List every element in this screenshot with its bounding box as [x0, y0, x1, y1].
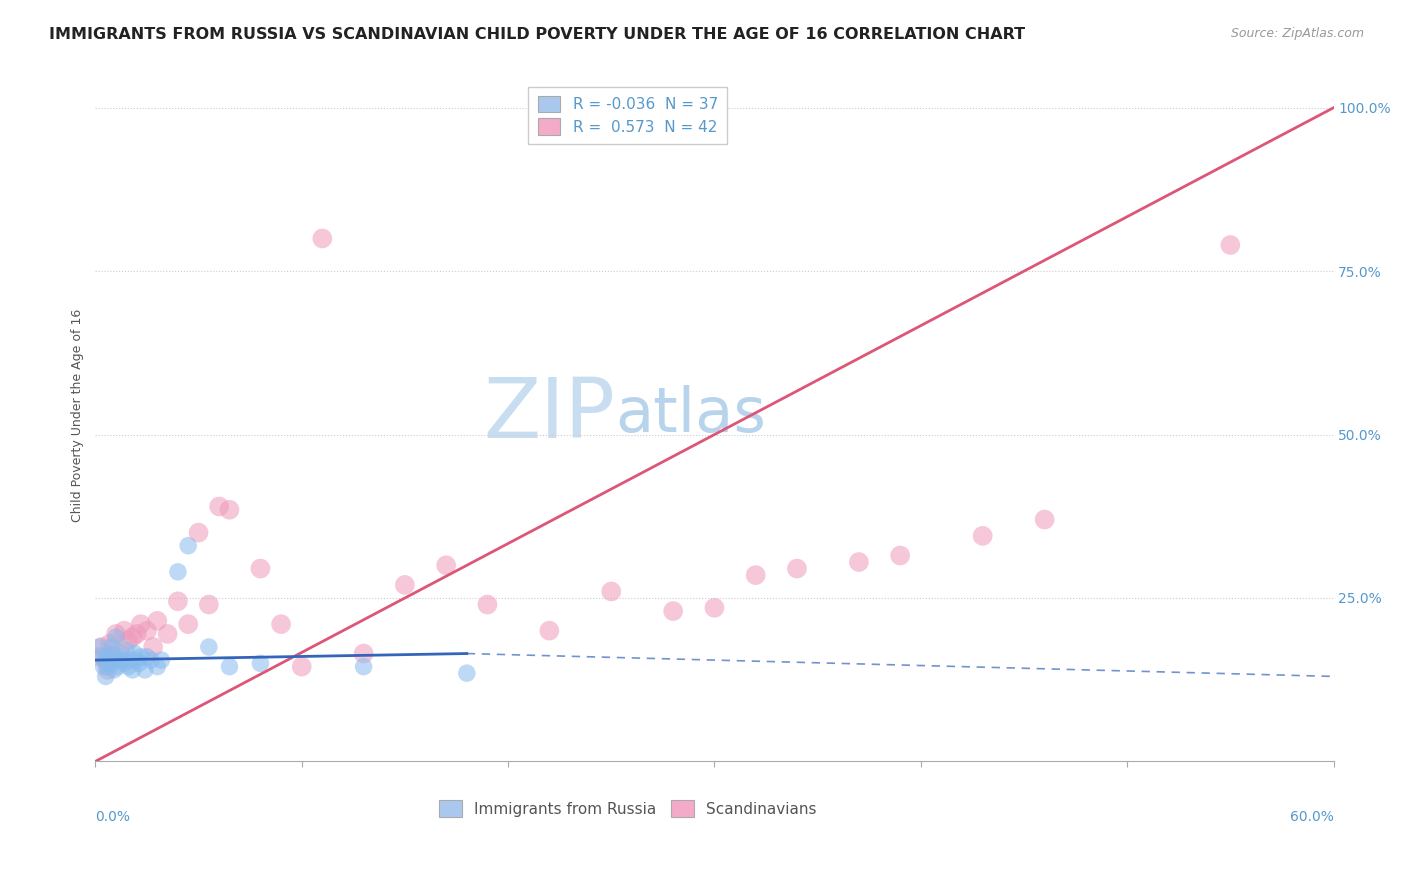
Point	[125, 627, 148, 641]
Point	[150, 653, 173, 667]
Point	[198, 598, 221, 612]
Point	[167, 594, 190, 608]
Point	[167, 565, 190, 579]
Point	[146, 659, 169, 673]
Point	[101, 649, 124, 664]
Point	[94, 653, 117, 667]
Point	[89, 649, 111, 664]
Point	[97, 663, 120, 677]
Point	[198, 640, 221, 654]
Point	[117, 633, 139, 648]
Point	[848, 555, 870, 569]
Point	[101, 640, 124, 654]
Point	[456, 666, 478, 681]
Text: Source: ZipAtlas.com: Source: ZipAtlas.com	[1230, 27, 1364, 40]
Point	[129, 649, 152, 664]
Point	[125, 653, 148, 667]
Point	[353, 647, 375, 661]
Point	[90, 640, 112, 654]
Text: 60.0%: 60.0%	[1289, 810, 1333, 824]
Point	[94, 653, 117, 667]
Point	[90, 649, 112, 664]
Point	[129, 617, 152, 632]
Point	[889, 549, 911, 563]
Point	[139, 653, 162, 667]
Text: atlas: atlas	[616, 385, 766, 445]
Point	[187, 525, 209, 540]
Point	[108, 647, 131, 661]
Point	[156, 627, 179, 641]
Point	[104, 653, 127, 667]
Point	[89, 640, 111, 654]
Point	[124, 647, 146, 661]
Point	[218, 502, 240, 516]
Point	[434, 558, 457, 573]
Point	[104, 627, 127, 641]
Point	[112, 624, 135, 638]
Point	[311, 231, 333, 245]
Point	[353, 659, 375, 673]
Point	[142, 640, 165, 654]
Point	[112, 657, 135, 671]
Point	[786, 561, 808, 575]
Point	[703, 600, 725, 615]
Text: ZIP: ZIP	[484, 375, 616, 456]
Legend: Immigrants from Russia, Scandinavians: Immigrants from Russia, Scandinavians	[433, 794, 823, 823]
Point	[249, 561, 271, 575]
Point	[477, 598, 499, 612]
Point	[111, 653, 134, 667]
Point	[218, 659, 240, 673]
Point	[146, 614, 169, 628]
Point	[97, 649, 120, 664]
Point	[1219, 238, 1241, 252]
Point	[177, 539, 200, 553]
Point	[108, 649, 131, 664]
Point	[97, 659, 120, 673]
Point	[177, 617, 200, 632]
Point	[1033, 512, 1056, 526]
Point	[120, 653, 142, 667]
Point	[121, 630, 143, 644]
Point	[249, 657, 271, 671]
Point	[128, 657, 150, 671]
Text: 0.0%: 0.0%	[96, 810, 131, 824]
Point	[115, 643, 138, 657]
Point	[103, 663, 125, 677]
Point	[101, 647, 124, 661]
Point	[270, 617, 292, 632]
Point	[104, 630, 127, 644]
Point	[662, 604, 685, 618]
Point	[972, 529, 994, 543]
Point	[98, 637, 121, 651]
Point	[94, 669, 117, 683]
Y-axis label: Child Poverty Under the Age of 16: Child Poverty Under the Age of 16	[72, 309, 84, 522]
Point	[134, 663, 156, 677]
Point	[744, 568, 766, 582]
Point	[291, 659, 314, 673]
Text: IMMIGRANTS FROM RUSSIA VS SCANDINAVIAN CHILD POVERTY UNDER THE AGE OF 16 CORRELA: IMMIGRANTS FROM RUSSIA VS SCANDINAVIAN C…	[49, 27, 1025, 42]
Point	[136, 624, 159, 638]
Point	[93, 659, 115, 673]
Point	[394, 578, 416, 592]
Point	[107, 659, 129, 673]
Point	[600, 584, 623, 599]
Point	[538, 624, 561, 638]
Point	[136, 649, 159, 664]
Point	[98, 657, 121, 671]
Point	[121, 663, 143, 677]
Point	[117, 659, 139, 673]
Point	[208, 500, 231, 514]
